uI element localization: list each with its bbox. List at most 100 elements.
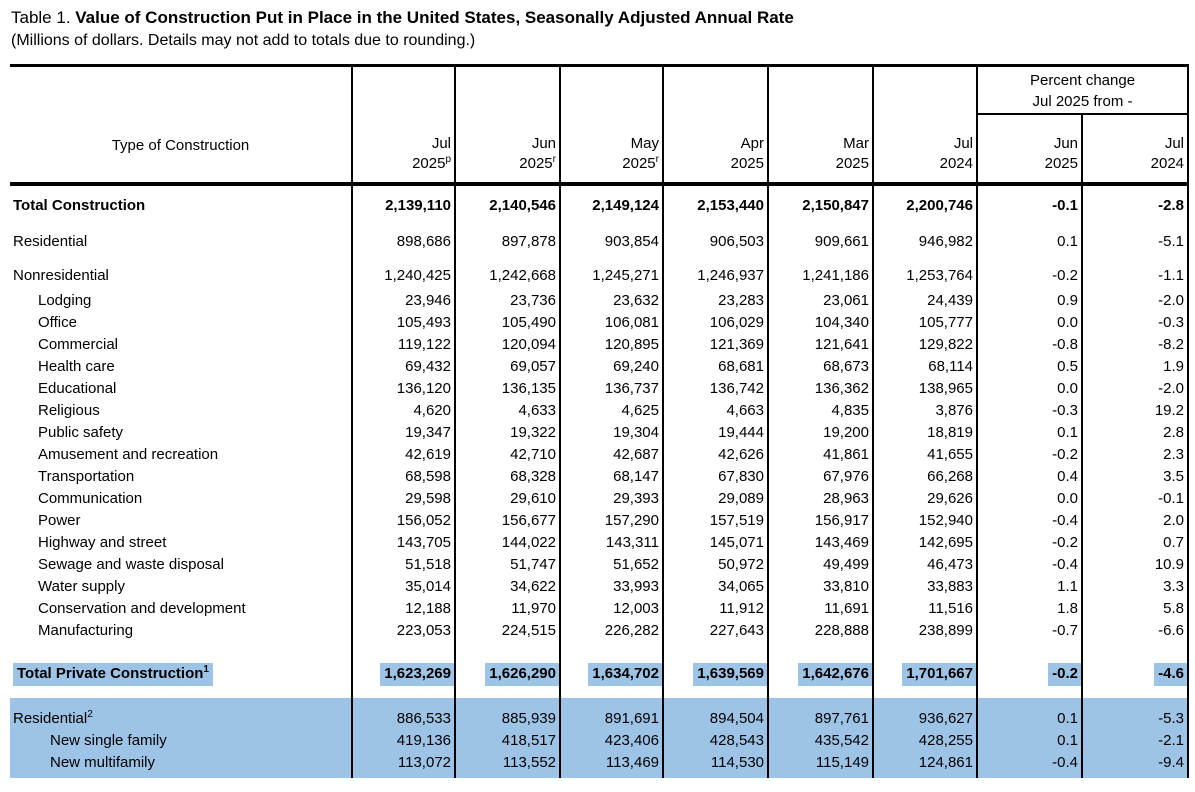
value-cell: 42,687 [560,443,664,466]
pct-cell: 0.4 [977,465,1083,488]
row-label: Communication [10,487,353,510]
table-row: New single family 419,136 418,517 423,406 42… [10,729,1190,752]
value-cell: 11,516 [873,597,978,620]
value-cell: 119,122 [352,333,456,356]
percent-change-header: Percent change Jul 2025 from - [977,65,1190,115]
title-block: Table 1. Value of Construction Put in Pl… [0,0,1195,51]
pct-cell: 1.8 [977,597,1083,620]
value-cell: 423,406 [560,729,664,752]
pct-cell: -8.2 [1082,333,1190,356]
value-cell: 144,022 [455,531,561,554]
row-label: Transportation [10,465,353,488]
value-cell: 156,677 [455,509,561,532]
pct-cell: 0.1 [977,729,1083,752]
value-cell: 143,705 [352,531,456,554]
value-cell: 1,626,290 [455,641,561,698]
value-cell: 2,139,110 [352,183,456,222]
pct-cell: 0.7 [1082,531,1190,554]
value-cell: 223,053 [352,619,456,642]
pct-cell: 0.0 [977,487,1083,510]
value-cell: 51,747 [455,553,561,576]
pct-cell: 0.1 [977,221,1083,256]
pct-cell: -0.7 [977,619,1083,642]
pct-column-header: Jun 2025 [977,113,1083,186]
pct-cell: -0.3 [1082,311,1190,334]
row-label: Commercial [10,333,353,356]
value-cell: 1,623,269 [352,641,456,698]
row-label: Residential2 [10,697,353,730]
value-cell: 29,089 [663,487,769,510]
value-cell: 885,939 [455,697,561,730]
pct-cell: -0.2 [977,443,1083,466]
month-column-header: Jun 2025r [455,65,561,186]
value-cell: 68,328 [455,465,561,488]
value-cell: 113,469 [560,751,664,778]
value-cell: 69,432 [352,355,456,378]
row-label: New single family [10,729,353,752]
value-cell: 113,552 [455,751,561,778]
value-cell: 2,150,847 [768,183,874,222]
value-cell: 152,940 [873,509,978,532]
value-cell: 67,976 [768,465,874,488]
row-label: Residential [10,221,353,256]
value-cell: 23,946 [352,289,456,312]
pct-cell: 19.2 [1082,399,1190,422]
value-cell: 946,982 [873,221,978,256]
value-cell: 23,061 [768,289,874,312]
value-cell: 897,761 [768,697,874,730]
table-row: Highway and street 143,705 144,022 143,311 1… [10,531,1190,554]
value-cell: 435,542 [768,729,874,752]
table-row: Water supply 35,014 34,622 33,993 34,065 33,8… [10,575,1190,598]
value-cell: 124,861 [873,751,978,778]
value-cell: 138,965 [873,377,978,400]
value-cell: 50,972 [663,553,769,576]
value-cell: 1,240,425 [352,255,456,290]
construction-table: Type of Construction Jul 2025p Jun 2025r May… [10,64,1190,778]
value-cell: 891,691 [560,697,664,730]
table-row: Nonresidential 1,240,425 1,242,668 1,245,27… [10,255,1190,290]
value-cell: 11,691 [768,597,874,620]
header-row-bottom: Jun 2025 Jul 2024 [10,113,1190,186]
value-cell: 1,701,667 [873,641,978,698]
table-row: Transportation 68,598 68,328 68,147 67,830 67… [10,465,1190,488]
row-label: Religious [10,399,353,422]
value-cell: 936,627 [873,697,978,730]
value-cell: 224,515 [455,619,561,642]
value-cell: 18,819 [873,421,978,444]
row-label: Conservation and development [10,597,353,620]
value-cell: 34,065 [663,575,769,598]
value-cell: 42,619 [352,443,456,466]
value-cell: 51,518 [352,553,456,576]
row-label: Lodging [10,289,353,312]
value-cell: 46,473 [873,553,978,576]
value-cell: 136,737 [560,377,664,400]
table-row: Total Construction 2,139,110 2,140,546 2,14… [10,183,1190,222]
pct-cell: -2.0 [1082,377,1190,400]
value-cell: 4,663 [663,399,769,422]
value-cell: 886,533 [352,697,456,730]
value-cell: 68,681 [663,355,769,378]
table-row: Communication 29,598 29,610 29,393 29,089 28,… [10,487,1190,510]
value-cell: 906,503 [663,221,769,256]
value-cell: 29,626 [873,487,978,510]
value-cell: 68,114 [873,355,978,378]
pct-cell: 0.1 [977,421,1083,444]
value-cell: 136,135 [455,377,561,400]
footnote-marker: 2 [87,708,93,720]
value-cell: 894,504 [663,697,769,730]
row-label: Public safety [10,421,353,444]
pct-cell: -0.4 [977,751,1083,778]
value-cell: 106,081 [560,311,664,334]
value-cell: 428,543 [663,729,769,752]
value-cell: 114,530 [663,751,769,778]
value-cell: 156,917 [768,509,874,532]
table-row: Religious 4,620 4,633 4,625 4,663 4,835 3,876-… [10,399,1190,422]
month-column-header: Jul 2024 [873,65,978,186]
table-row: Amusement and recreation 42,619 42,710 42,6… [10,443,1190,466]
pct-cell: 10.9 [1082,553,1190,576]
value-cell: 12,003 [560,597,664,620]
pct-cell: -1.1 [1082,255,1190,290]
value-cell: 3,876 [873,399,978,422]
value-cell: 226,282 [560,619,664,642]
value-cell: 143,469 [768,531,874,554]
